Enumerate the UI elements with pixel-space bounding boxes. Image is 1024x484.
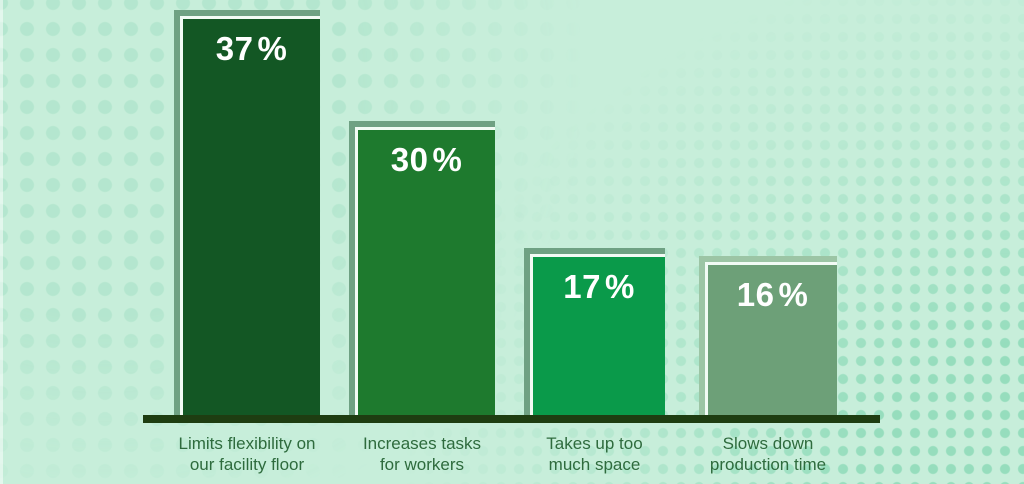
- value-number: 37: [215, 30, 254, 67]
- category-label: Takes up too much space: [506, 433, 683, 475]
- category-label-line2: production time: [709, 455, 827, 474]
- bar-fill: 37%: [183, 19, 320, 415]
- bar-fill: 17%: [533, 257, 665, 415]
- bar-outline: 17%: [524, 248, 665, 415]
- bar-gap-border: 30%: [355, 127, 495, 415]
- bar-value-label: 17%: [563, 257, 635, 306]
- category-label-line2: our facility floor: [189, 455, 305, 474]
- bar-outline: 37%: [174, 10, 320, 415]
- category-label: Limits flexibility on our facility floor: [156, 433, 338, 475]
- bar-column-takes-space: 17% Takes up too much space: [524, 0, 665, 484]
- bar-value-label: 37%: [216, 19, 288, 68]
- bar-column-slows-production: 16% Slows down production time: [699, 0, 837, 484]
- value-number: 30: [390, 141, 429, 178]
- percent-sign: %: [257, 30, 288, 67]
- category-label-line1: Takes up too: [546, 434, 643, 453]
- category-label-line1: Slows down: [722, 434, 814, 453]
- category-label-line2: much space: [548, 455, 641, 474]
- bar-column-increases-tasks: 30% Increases tasks for workers: [349, 0, 495, 484]
- left-edge-highlight: [0, 0, 3, 484]
- percent-sign: %: [778, 276, 809, 313]
- bar-gap-border: 17%: [530, 254, 665, 415]
- bar-value-label: 16%: [737, 265, 809, 314]
- category-label: Slows down production time: [681, 433, 855, 475]
- category-label-line2: for workers: [379, 455, 465, 474]
- bar-outline: 16%: [699, 256, 837, 415]
- x-axis-baseline: [143, 415, 880, 423]
- category-label-line1: Increases tasks: [362, 434, 482, 453]
- category-label-line1: Limits flexibility on: [178, 434, 316, 453]
- percent-sign: %: [604, 268, 635, 305]
- bar-gap-border: 37%: [180, 16, 320, 415]
- bar-value-label: 30%: [391, 130, 463, 179]
- bar-fill: 30%: [358, 130, 495, 415]
- value-number: 16: [736, 276, 775, 313]
- bar-gap-border: 16%: [705, 262, 837, 415]
- bar-column-limits-flexibility: 37% Limits flexibility on our facility f…: [174, 0, 320, 484]
- percent-sign: %: [432, 141, 463, 178]
- bar-fill: 16%: [708, 265, 837, 415]
- value-number: 17: [563, 268, 601, 305]
- bar-outline: 30%: [349, 121, 495, 415]
- category-label: Increases tasks for workers: [331, 433, 513, 475]
